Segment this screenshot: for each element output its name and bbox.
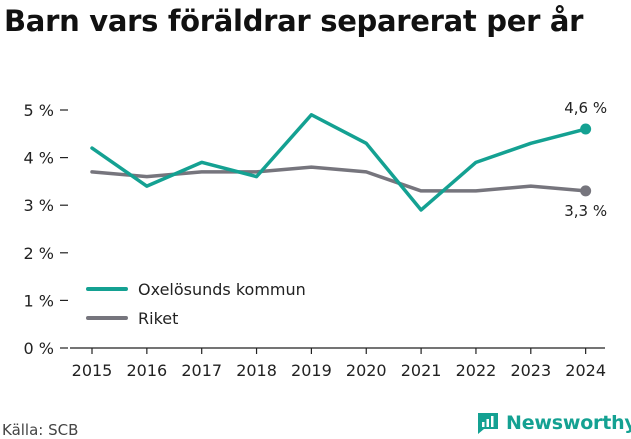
brand-name: Newsworthy [506, 412, 631, 434]
x-tick-label: 2023 [510, 361, 551, 380]
y-tick-label: 3 % [24, 196, 54, 215]
x-tick-label: 2018 [236, 361, 277, 380]
series-end-label: 4,6 % [564, 99, 607, 117]
y-tick-label: 0 % [24, 339, 54, 358]
brand-logo: Newsworthy [476, 408, 631, 438]
series-end-label: 3,3 % [564, 202, 607, 220]
y-tick-label: 2 % [24, 244, 54, 263]
x-tick-label: 2021 [401, 361, 442, 380]
x-tick-label: 2016 [126, 361, 167, 380]
y-tick-label: 4 % [24, 149, 54, 168]
newsworthy-logo-icon [478, 413, 498, 434]
series-line [90, 113, 588, 212]
x-tick-label: 2017 [181, 361, 222, 380]
source-note: Källa: SCB [2, 421, 79, 439]
y-tick-label: 5 % [24, 101, 54, 120]
legend-label: Oxelösunds kommun [138, 280, 306, 299]
series-end-point [580, 123, 592, 135]
x-tick-label: 2019 [291, 361, 332, 380]
x-axis: 2015 2016 2017 2018 2019 2020 2021 2022 2023 2024 [72, 348, 606, 380]
series-layer: 3,3 % 4,6 % [90, 99, 607, 220]
x-tick-label: 2020 [346, 361, 387, 380]
y-tick-label: 1 % [24, 291, 54, 310]
x-tick-label: 2024 [565, 361, 606, 380]
series-end-point [580, 185, 592, 197]
legend: Oxelösunds kommun Riket [86, 280, 306, 328]
y-axis: 0 % 1 % 2 % 3 % 4 % 5 % [24, 101, 605, 358]
x-tick-label: 2015 [72, 361, 113, 380]
chart-title: Barn vars föräldrar separerat per år [4, 4, 584, 38]
x-tick-label: 2022 [456, 361, 497, 380]
legend-label: Riket [138, 309, 178, 328]
